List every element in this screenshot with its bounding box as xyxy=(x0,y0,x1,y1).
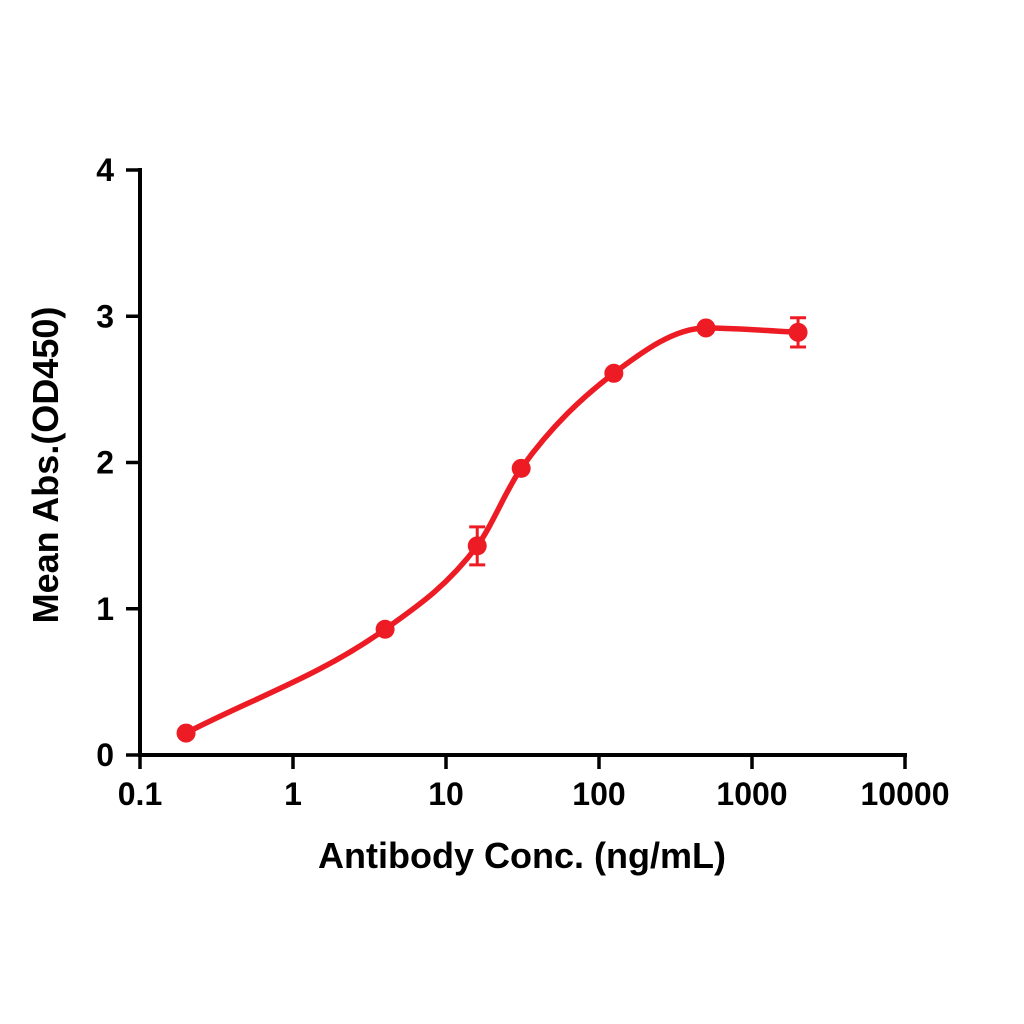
x-tick-label: 10 xyxy=(428,776,464,812)
y-axis-title: Mean Abs.(OD450) xyxy=(25,307,66,624)
y-tick-label: 3 xyxy=(96,298,114,334)
y-tick-label: 1 xyxy=(96,591,114,627)
data-point xyxy=(696,318,716,338)
plot-area: 0.1 1 10 100 1000 10000 0 1 2 3 4 xyxy=(96,152,949,812)
data-point xyxy=(788,322,808,342)
x-tick-label: 1000 xyxy=(716,776,787,812)
data-point xyxy=(176,723,196,743)
data-point xyxy=(511,458,531,478)
x-axis-title: Antibody Conc. (ng/mL) xyxy=(318,835,726,876)
data-point xyxy=(375,619,395,639)
fit-curve xyxy=(183,325,801,736)
x-tick-label: 0.1 xyxy=(118,776,162,812)
y-tick-label: 2 xyxy=(96,445,114,481)
x-tick-label: 100 xyxy=(572,776,625,812)
data-point xyxy=(467,536,487,556)
data-point xyxy=(604,363,624,383)
x-tick-label: 1 xyxy=(284,776,302,812)
y-tick-label: 4 xyxy=(96,152,114,188)
y-tick-label: 0 xyxy=(96,737,114,773)
x-tick-label: 10000 xyxy=(861,776,950,812)
